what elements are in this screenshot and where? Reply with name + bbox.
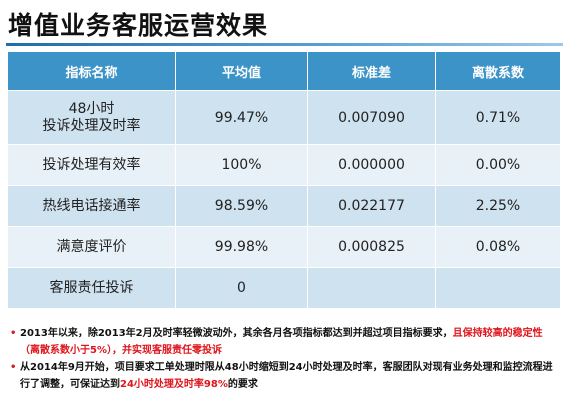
metric-name-cell: 投诉处理有效率: [7, 144, 176, 186]
mean-cell: 100%: [175, 144, 308, 186]
table-row: 满意度评价 99.98% 0.000825 0.08%: [7, 226, 561, 268]
metric-name-cell: 满意度评价: [7, 226, 176, 268]
note-highlight: 24小时处理及时率98%: [120, 379, 228, 390]
table-row: 投诉处理有效率 100% 0.000000 0.00%: [7, 144, 561, 186]
std-cell: [307, 267, 436, 309]
mean-cell: 99.98%: [175, 226, 308, 268]
mean-cell: 0: [175, 267, 308, 309]
note-item: • 从2014年9月开始，项目要求工单处理时限从48小时缩短到24小时处理及时率，…: [10, 359, 562, 393]
page-title: 增值业务客服运营效果: [8, 11, 269, 40]
note-item: • 2013年以来，除2013年2月及时率轻微波动外，其余各月各项指标都达到并超过…: [10, 325, 562, 359]
std-cell: 0.022177: [307, 185, 436, 227]
cv-cell: 2.25%: [435, 185, 561, 227]
metric-name-cell: 客服责任投诉: [7, 267, 176, 309]
table-row: 客服责任投诉 0: [7, 267, 561, 309]
column-header-mean: 平均值: [175, 51, 308, 91]
bullet-icon: •: [10, 362, 17, 373]
table-row: 48小时 投诉处理及时率 99.47% 0.007090 0.71%: [7, 90, 561, 145]
note-text: 从2014年9月开始，项目要求工单处理时限从48小时缩短到24小时处理及时率，客…: [20, 362, 553, 390]
std-cell: 0.000825: [307, 226, 436, 268]
cv-cell: 0.00%: [435, 144, 561, 186]
table-row: 热线电话接通率 98.59% 0.022177 2.25%: [7, 185, 561, 227]
column-header-std: 标准差: [307, 51, 436, 91]
notes-section: • 2013年以来，除2013年2月及时率轻微波动外，其余各月各项指标都达到并超过…: [10, 325, 562, 393]
std-cell: 0.000000: [307, 144, 436, 186]
metric-name-line: 48小时: [68, 100, 115, 117]
metric-name-line: 投诉处理及时率: [42, 117, 141, 134]
cv-cell: [435, 267, 561, 309]
cv-cell: 0.71%: [435, 90, 561, 145]
note-text-end: 的要求: [227, 379, 258, 390]
table-header-row: 指标名称 平均值 标准差 离散系数: [7, 51, 561, 91]
metric-name-cell: 热线电话接通率: [7, 185, 176, 227]
title-underline: [6, 43, 563, 46]
cv-cell: 0.08%: [435, 226, 561, 268]
note-highlight: 且保持较高的稳定性（离散系数小于5%），并实现客服责任零投诉: [20, 328, 543, 356]
metrics-table: 指标名称 平均值 标准差 离散系数 48小时 投诉处理及时率 99.47% 0.…: [7, 51, 561, 309]
mean-cell: 98.59%: [175, 185, 308, 227]
column-header-cv: 离散系数: [435, 51, 561, 91]
mean-cell: 99.47%: [175, 90, 308, 145]
metric-name-cell: 48小时 投诉处理及时率: [7, 90, 176, 145]
std-cell: 0.007090: [307, 90, 436, 145]
note-text: 2013年以来，除2013年2月及时率轻微波动外，其余各月各项指标都达到并超过项…: [20, 328, 453, 339]
bullet-icon: •: [10, 328, 17, 339]
column-header-name: 指标名称: [7, 51, 176, 91]
